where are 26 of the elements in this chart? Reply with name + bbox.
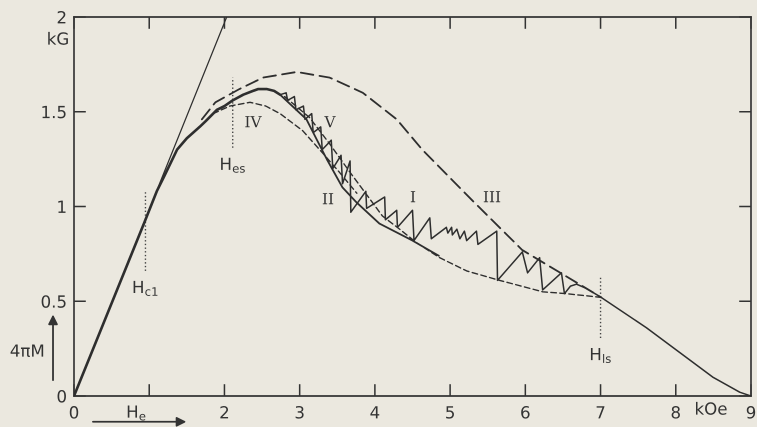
- x-tick-label: 7: [596, 406, 604, 418]
- x-tick-label: 3: [296, 406, 304, 419]
- annotation: V: [324, 116, 336, 128]
- text: kOe: [696, 402, 727, 415]
- y-tick-label: 1.5: [42, 106, 66, 118]
- x-axis-title: H$_{e}$: [128, 405, 146, 421]
- x-tick-label: 5: [446, 406, 454, 419]
- ref-line-label: H$_{c1}$: [134, 280, 158, 296]
- y-axis-title: 4πM: [10, 344, 44, 357]
- x-tick-label: 6: [521, 406, 530, 419]
- x-tick-label: 0: [70, 406, 78, 419]
- ref-line-label: H$_{es}$: [221, 158, 245, 173]
- annotation: III: [484, 191, 500, 202]
- y-tick-label: 0: [58, 390, 66, 403]
- ref-line-label: H$_{ls}$: [590, 348, 611, 364]
- annotation: IV: [245, 116, 262, 128]
- text: kG: [48, 32, 68, 45]
- y-tick-label: 1: [58, 200, 66, 213]
- y-tick-label: 0.5: [42, 295, 66, 308]
- annotation: II: [322, 193, 334, 204]
- y-tick-label: 2: [58, 10, 66, 24]
- x-tick-label: 2: [220, 406, 228, 418]
- annotation: I: [410, 191, 416, 202]
- x-tick-label: 8: [672, 406, 680, 419]
- x-tick-label: 9: [746, 406, 756, 419]
- x-tick-label: 4: [370, 406, 380, 418]
